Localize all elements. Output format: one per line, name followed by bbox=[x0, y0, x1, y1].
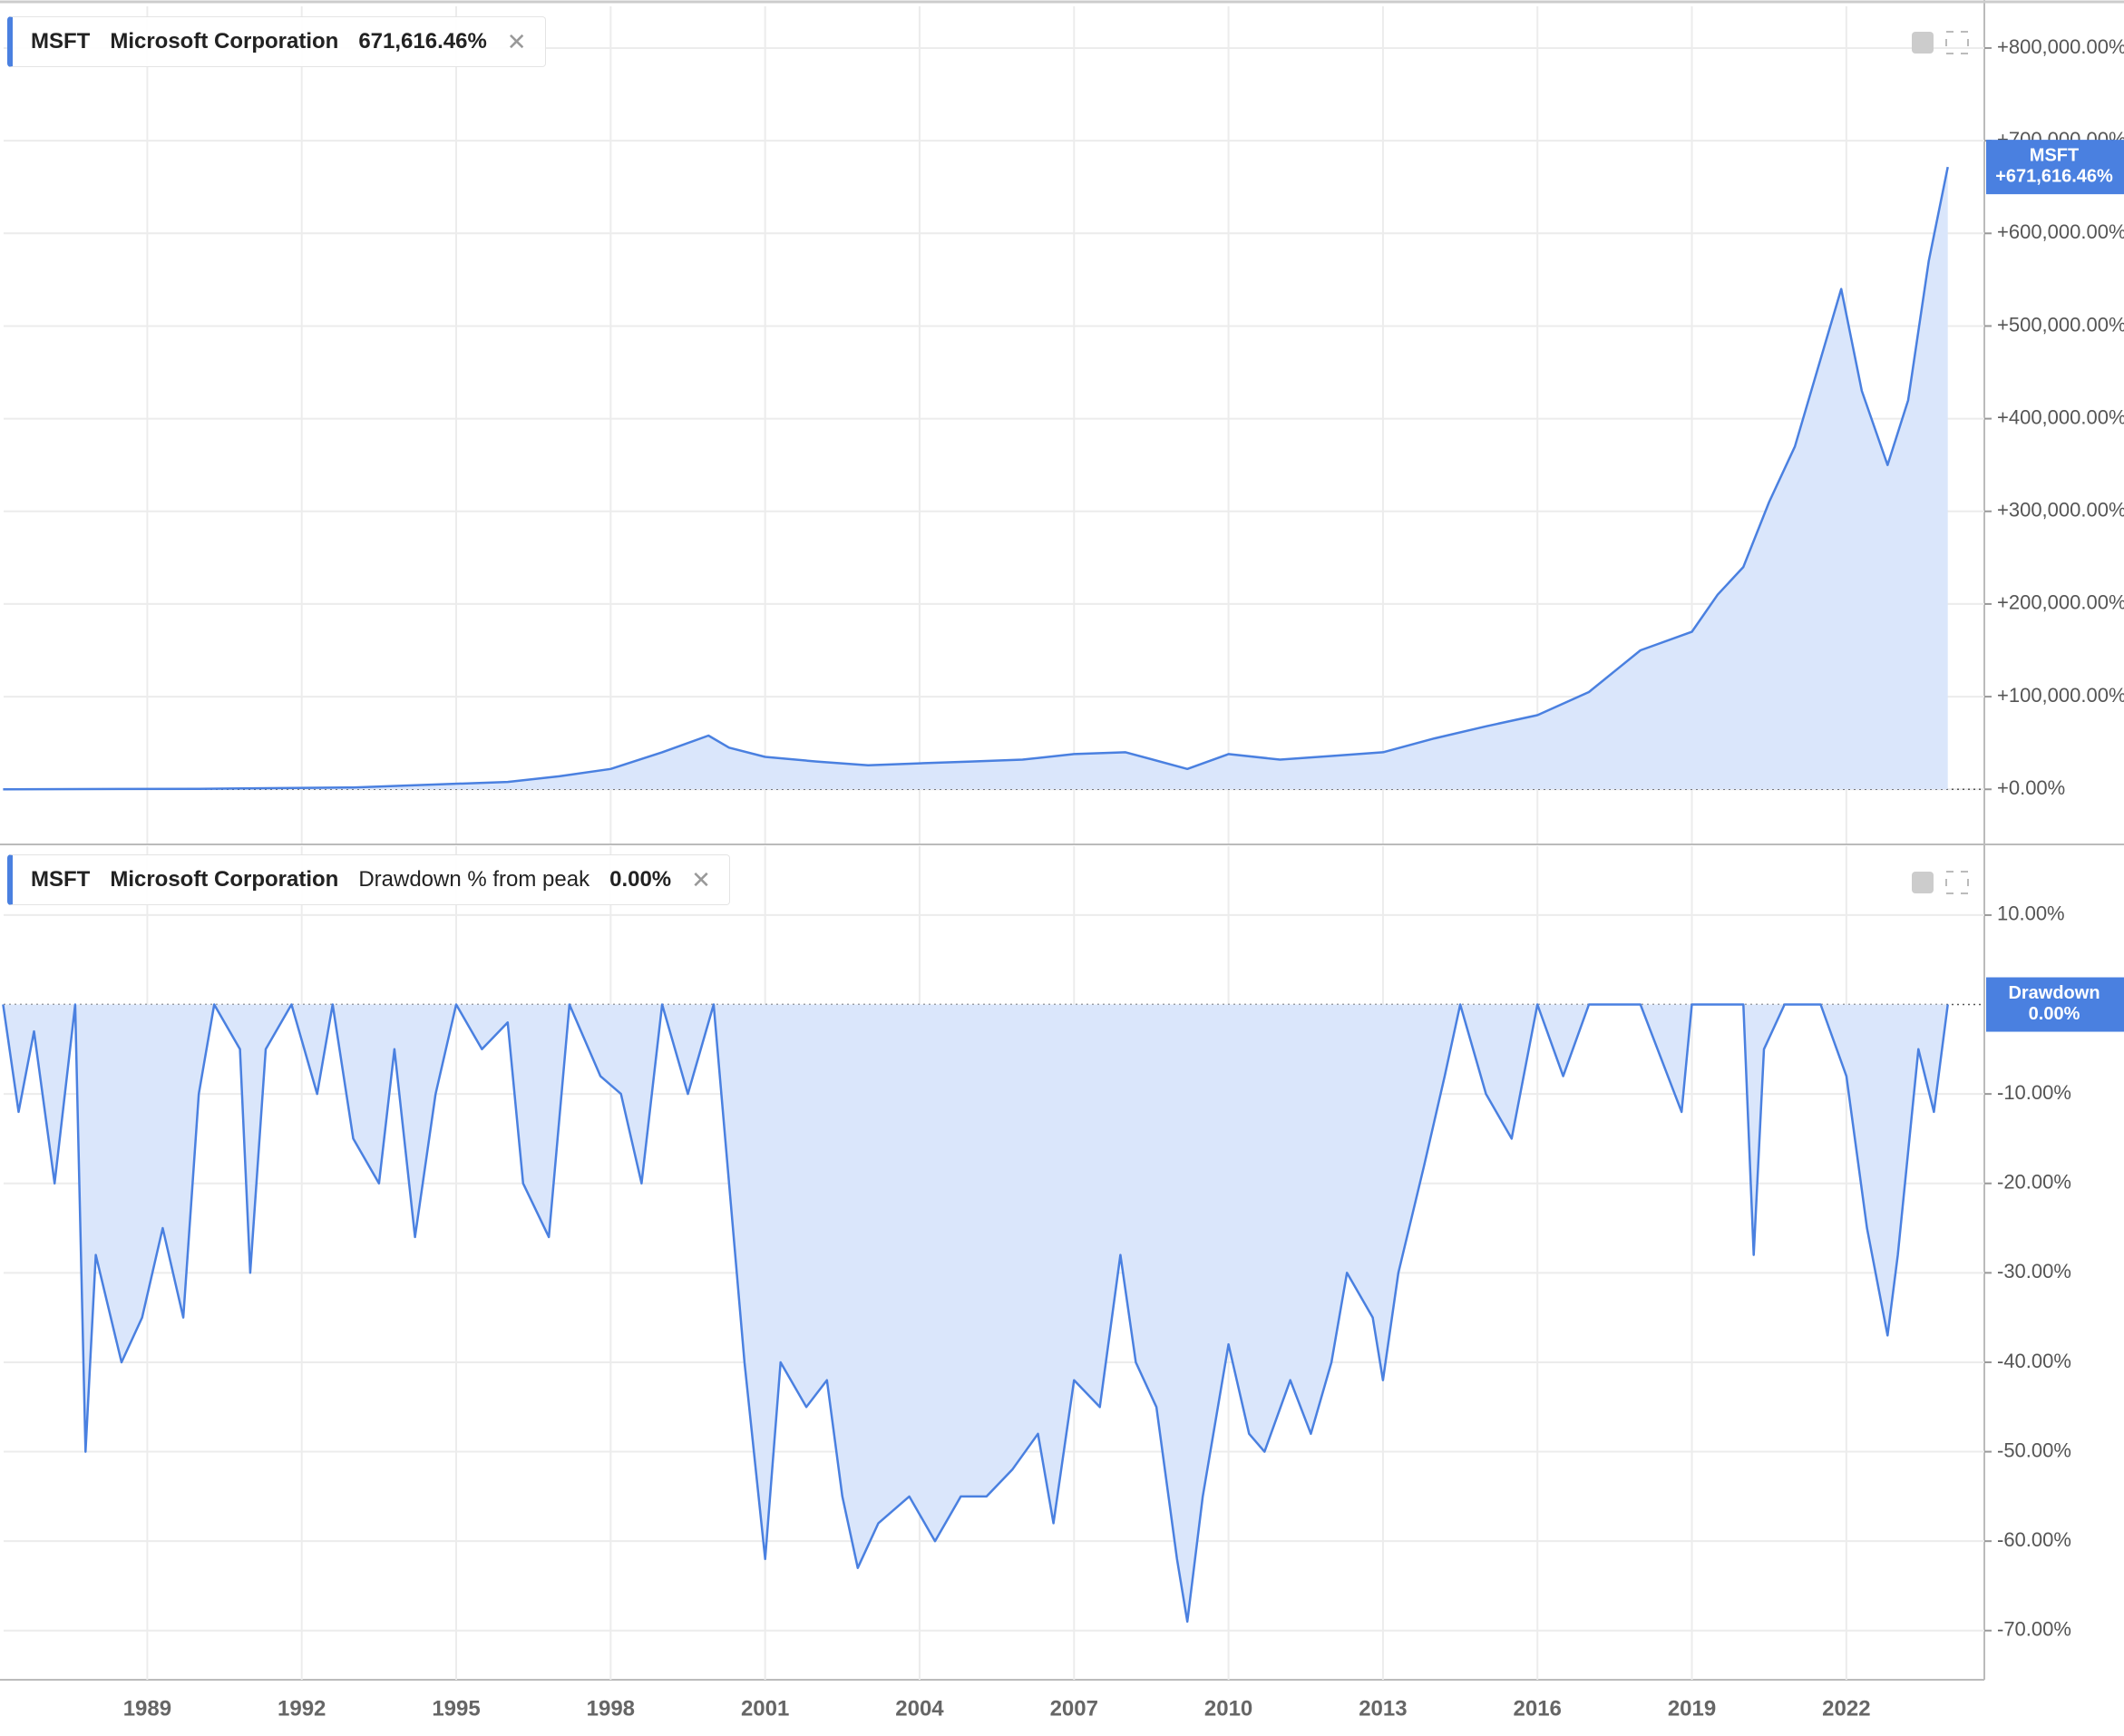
price-tag-value: 0.00% bbox=[2029, 1004, 2080, 1024]
x-tick-label: 2016 bbox=[1514, 1696, 1562, 1721]
maximize-button[interactable] bbox=[1945, 31, 1969, 54]
close-button[interactable]: ✕ bbox=[691, 865, 711, 893]
x-tick-label: 1992 bbox=[278, 1696, 326, 1721]
x-tick-label: 2010 bbox=[1204, 1696, 1252, 1721]
price-tag-name: Drawdown bbox=[2008, 983, 2100, 1003]
x-tick-label: 2007 bbox=[1050, 1696, 1098, 1721]
x-tick-label: 1998 bbox=[587, 1696, 635, 1721]
maximize-button[interactable] bbox=[1945, 871, 1969, 894]
legend: MSFT Microsoft Corporation Drawdown % fr… bbox=[7, 854, 730, 905]
indicator: Drawdown % from peak bbox=[358, 867, 590, 892]
y-tick-label: +400,000.00% bbox=[1997, 405, 2124, 428]
line bbox=[3, 166, 1949, 791]
y-tick-label: -40.00% bbox=[1997, 1350, 2071, 1372]
x-tick-label: 1989 bbox=[123, 1696, 171, 1721]
x-tick-label: 2019 bbox=[1668, 1696, 1716, 1721]
x-tick-label: 2001 bbox=[741, 1696, 789, 1721]
y-tick-label: +0.00% bbox=[1997, 776, 2065, 799]
symbol: MSFT bbox=[31, 29, 91, 54]
legend: MSFT Microsoft Corporation 671,616.46% ✕ bbox=[7, 16, 546, 67]
x-tick-label: 2013 bbox=[1359, 1696, 1407, 1721]
price-tag-box bbox=[1986, 140, 2124, 195]
y-tick-label: -50.00% bbox=[1997, 1439, 2071, 1461]
y-tick-label: -60.00% bbox=[1997, 1528, 2071, 1551]
x-tick-label: 2004 bbox=[895, 1696, 944, 1721]
y-tick-label: +600,000.00% bbox=[1997, 220, 2124, 243]
price-tag-box bbox=[1986, 977, 2124, 1032]
y-tick-label: +800,000.00% bbox=[1997, 35, 2124, 58]
price-tag-name: MSFT bbox=[2030, 145, 2079, 165]
header-value: 0.00% bbox=[609, 867, 672, 892]
close-button[interactable]: ✕ bbox=[506, 27, 527, 55]
company: Microsoft Corporation bbox=[110, 29, 339, 54]
company: Microsoft Corporation bbox=[110, 867, 339, 892]
panel-button[interactable] bbox=[1912, 872, 1934, 893]
y-tick-label: +300,000.00% bbox=[1997, 499, 2124, 522]
y-tick-label: -20.00% bbox=[1997, 1171, 2071, 1194]
x-tick-label: 2022 bbox=[1822, 1696, 1870, 1721]
x-tick-label: 1995 bbox=[432, 1696, 480, 1721]
y-tick-label: -30.00% bbox=[1997, 1260, 2071, 1282]
symbol: MSFT bbox=[31, 867, 91, 892]
panel-button[interactable] bbox=[1912, 32, 1934, 54]
y-tick-label: +500,000.00% bbox=[1997, 313, 2124, 336]
area-fill bbox=[3, 1004, 1948, 1622]
y-tick-label: -10.00% bbox=[1997, 1081, 2071, 1104]
area-fill bbox=[3, 167, 1948, 790]
price-tag-value: +671,616.46% bbox=[1995, 166, 2113, 186]
line bbox=[2, 1003, 1949, 1624]
header-value: 671,616.46% bbox=[358, 29, 487, 54]
price-tag: MSFT+671,616.46% bbox=[1986, 140, 2124, 195]
y-tick-label: -70.00% bbox=[1997, 1618, 2071, 1641]
y-tick-label: +200,000.00% bbox=[1997, 591, 2124, 614]
y-tick-label: +100,000.00% bbox=[1997, 684, 2124, 707]
y-tick-label: 10.00% bbox=[1997, 902, 2065, 925]
